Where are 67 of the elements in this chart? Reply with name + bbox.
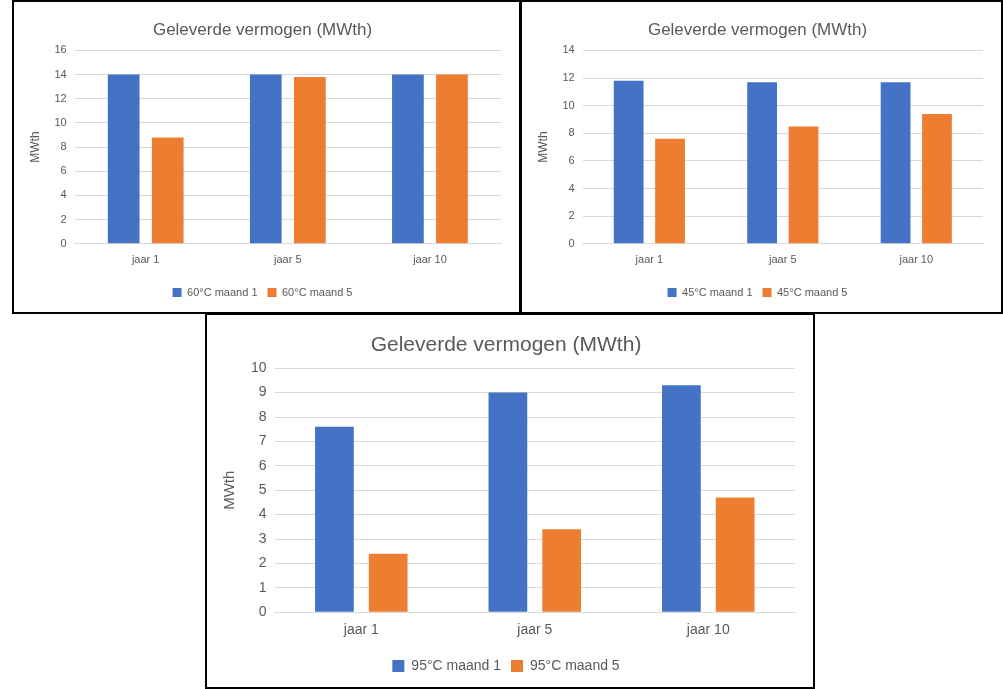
y-axis-title: MWth bbox=[535, 131, 550, 163]
y-tick-label: 16 bbox=[54, 43, 67, 56]
bar bbox=[293, 76, 326, 244]
legend-label: 60°C maand 1 bbox=[187, 285, 258, 298]
y-tick-label: 0 bbox=[568, 236, 575, 249]
y-tick-label: 9 bbox=[258, 383, 267, 400]
y-tick-label: 12 bbox=[562, 71, 575, 84]
chart-title: Geleverde vermogen (MWth) bbox=[647, 19, 868, 39]
legend-label: 95°C maand 5 bbox=[530, 656, 620, 673]
y-tick-label: 4 bbox=[568, 181, 575, 194]
bar bbox=[662, 385, 701, 612]
y-tick-label: 6 bbox=[568, 153, 575, 166]
y-tick-label: 2 bbox=[60, 212, 67, 225]
y-tick-label: 8 bbox=[60, 140, 67, 153]
y-tick-label: 10 bbox=[562, 98, 575, 111]
legend-label: 45°C maand 1 bbox=[682, 285, 753, 298]
bar bbox=[436, 74, 468, 244]
y-tick-label: 10 bbox=[54, 115, 67, 128]
y-tick-label: 14 bbox=[54, 67, 67, 80]
bar bbox=[368, 553, 408, 612]
y-tick-label: 5 bbox=[258, 481, 267, 498]
y-tick-label: 2 bbox=[568, 209, 575, 222]
bar bbox=[249, 74, 282, 244]
bar bbox=[613, 80, 644, 244]
bar bbox=[151, 137, 184, 244]
y-tick-label: 10 bbox=[250, 359, 267, 376]
x-tick-label: jaar 1 bbox=[634, 253, 664, 266]
legend-label: 95°C maand 1 bbox=[411, 656, 502, 673]
x-tick-label: jaar 5 bbox=[273, 253, 302, 266]
bar bbox=[922, 113, 952, 244]
bar bbox=[315, 426, 354, 612]
legend-label: 45°C maand 5 bbox=[777, 285, 848, 298]
y-tick-label: 4 bbox=[60, 188, 67, 201]
chart-title: Geleverde vermogen (MWth) bbox=[370, 332, 642, 356]
y-tick-label: 12 bbox=[54, 91, 67, 104]
y-axis-title: MWth bbox=[27, 131, 42, 163]
y-tick-label: 7 bbox=[258, 432, 267, 449]
bar bbox=[392, 74, 424, 244]
y-tick-label: 0 bbox=[258, 603, 267, 620]
bar bbox=[788, 126, 819, 244]
bar bbox=[107, 74, 140, 244]
bar bbox=[488, 392, 528, 612]
y-tick-label: 0 bbox=[60, 236, 67, 249]
bar bbox=[655, 138, 685, 244]
y-tick-label: 3 bbox=[258, 529, 267, 546]
bar bbox=[542, 529, 582, 612]
chart-title: Geleverde vermogen (MWth) bbox=[152, 19, 373, 39]
x-tick-label: jaar 10 bbox=[898, 253, 934, 266]
y-tick-label: 1 bbox=[258, 578, 267, 595]
y-tick-label: 4 bbox=[258, 505, 267, 522]
y-axis-title: MWth bbox=[220, 470, 238, 510]
y-tick-label: 14 bbox=[562, 43, 575, 56]
bar bbox=[715, 497, 755, 612]
x-tick-label: jaar 5 bbox=[768, 253, 797, 266]
y-tick-label: 6 bbox=[258, 456, 267, 473]
x-tick-label: jaar 1 bbox=[342, 621, 380, 638]
y-tick-label: 8 bbox=[258, 407, 267, 424]
x-tick-label: jaar 10 bbox=[412, 253, 447, 266]
x-tick-label: jaar 10 bbox=[685, 621, 730, 638]
y-tick-label: 8 bbox=[568, 126, 575, 139]
bar bbox=[747, 82, 778, 244]
legend-label: 60°C maand 5 bbox=[282, 285, 353, 298]
y-tick-label: 2 bbox=[258, 554, 267, 571]
x-tick-label: jaar 5 bbox=[516, 621, 553, 638]
x-tick-label: jaar 1 bbox=[130, 253, 160, 266]
y-tick-label: 6 bbox=[60, 164, 67, 177]
bar bbox=[880, 82, 911, 244]
